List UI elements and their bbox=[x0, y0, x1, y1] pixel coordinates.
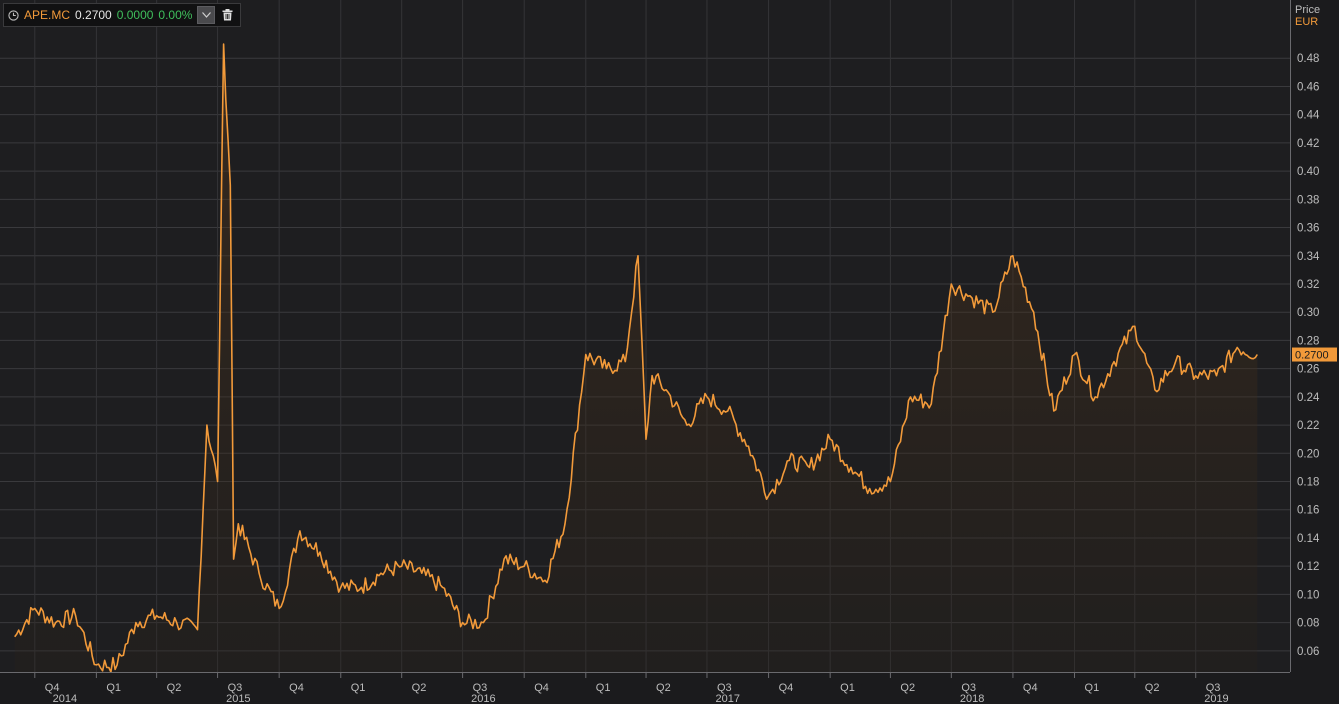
quarter-label: Q4 bbox=[289, 682, 304, 694]
year-label: 2018 bbox=[960, 693, 984, 704]
axis-title: Price bbox=[1295, 4, 1321, 16]
quarter-label: Q1 bbox=[1085, 682, 1100, 694]
y-tick-label: 0.16 bbox=[1297, 505, 1319, 517]
quarter-label: Q4 bbox=[1023, 682, 1038, 694]
quarter-label: Q2 bbox=[1145, 682, 1160, 694]
price-change-percent: 0.00% bbox=[158, 8, 193, 22]
price-line bbox=[14, 43, 1258, 673]
axis-currency: EUR bbox=[1295, 16, 1319, 28]
y-tick-label: 0.42 bbox=[1297, 138, 1319, 150]
quarter-label: Q1 bbox=[840, 682, 855, 694]
y-tick-label: 0.32 bbox=[1297, 279, 1319, 291]
y-tick-label: 0.10 bbox=[1297, 589, 1319, 601]
price-area bbox=[14, 44, 1258, 673]
quarter-label: Q3 bbox=[1206, 682, 1221, 694]
year-label: 2015 bbox=[226, 693, 250, 704]
dropdown-button[interactable] bbox=[197, 6, 216, 24]
instrument-symbol[interactable]: APE.MC bbox=[24, 8, 71, 22]
y-tick-label: 0.20 bbox=[1297, 448, 1319, 460]
y-tick-label: 0.22 bbox=[1297, 420, 1319, 432]
quarter-label: Q1 bbox=[351, 682, 366, 694]
year-label: 2016 bbox=[471, 693, 495, 704]
area-fill bbox=[14, 44, 1258, 673]
quarter-label: Q2 bbox=[412, 682, 427, 694]
quarter-label: Q1 bbox=[106, 682, 121, 694]
last-price: 0.2700 bbox=[75, 8, 112, 22]
y-tick-label: 0.24 bbox=[1297, 392, 1320, 404]
y-tick-label: 0.14 bbox=[1297, 533, 1320, 545]
y-tick-label: 0.30 bbox=[1297, 307, 1319, 319]
y-tick-label: 0.12 bbox=[1297, 561, 1319, 573]
last-value-background bbox=[1292, 347, 1337, 362]
y-tick-label: 0.28 bbox=[1297, 335, 1319, 347]
quarter-label: Q3 bbox=[228, 682, 243, 694]
quarter-label: Q1 bbox=[596, 682, 611, 694]
quarter-label: Q2 bbox=[167, 682, 182, 694]
year-label: 2019 bbox=[1204, 693, 1228, 704]
y-tick-label: 0.34 bbox=[1297, 251, 1320, 263]
last-value-text: 0.2700 bbox=[1295, 350, 1329, 362]
y-tick-label: 0.18 bbox=[1297, 477, 1319, 489]
quarter-label: Q2 bbox=[900, 682, 915, 694]
price-change: 0.0000 bbox=[116, 8, 154, 22]
quarter-label: Q3 bbox=[717, 682, 732, 694]
quarter-label: Q4 bbox=[45, 682, 60, 694]
series-line bbox=[14, 43, 1258, 673]
y-tick-label: 0.40 bbox=[1297, 166, 1319, 178]
year-label: 2017 bbox=[715, 693, 739, 704]
trash-icon bbox=[222, 9, 233, 21]
last-value-tag: 0.2700 bbox=[1292, 347, 1337, 362]
instrument-legend: APE.MC 0.2700 0.0000 0.00% bbox=[3, 3, 242, 27]
y-tick-label: 0.06 bbox=[1297, 646, 1319, 658]
price-axis: 0.06 0.08 0.10 0.12 0.14 0.16 0.18 0.20 0.22 0.24… bbox=[1290, 0, 1320, 672]
chevron-down-icon bbox=[202, 12, 211, 18]
time-axis: Q4 Q1 Q2 Q3 Q4 Q1 Q2 Q3 Q4 Q1 Q2 Q3 Q4 Q1 Q2 Q3 Q4 Q1 Q2 Q3… bbox=[0, 672, 1290, 704]
year-label: 2014 bbox=[53, 693, 77, 704]
clock-icon bbox=[8, 9, 19, 21]
y-tick-label: 0.38 bbox=[1297, 194, 1319, 206]
y-tick-label: 0.08 bbox=[1297, 618, 1319, 630]
quarter-label: Q4 bbox=[779, 682, 794, 694]
quarter-label: Q3 bbox=[961, 682, 976, 694]
y-tick-label: 0.48 bbox=[1297, 53, 1319, 65]
delete-button[interactable] bbox=[220, 7, 234, 23]
quarter-label: Q4 bbox=[534, 682, 549, 694]
y-tick-label: 0.46 bbox=[1297, 81, 1319, 93]
quarter-label: Q2 bbox=[656, 682, 671, 694]
quarter-label: Q3 bbox=[473, 682, 488, 694]
y-tick-label: 0.44 bbox=[1297, 110, 1320, 122]
y-tick-label: 0.26 bbox=[1297, 364, 1319, 376]
y-tick-label: 0.36 bbox=[1297, 223, 1319, 235]
